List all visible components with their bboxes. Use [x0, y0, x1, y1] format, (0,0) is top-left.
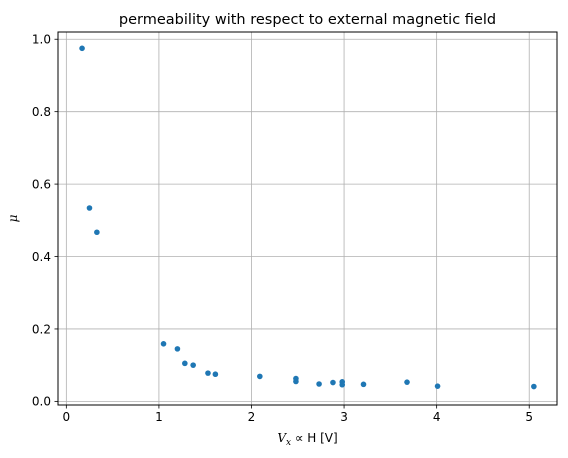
x-tick-label: 3	[340, 410, 348, 424]
x-axis-ticks: 0 1 2 3 4 5	[63, 405, 533, 424]
data-point	[531, 383, 537, 390]
x-axis-label: Vx ∝ H [V]	[277, 431, 337, 448]
data-point	[174, 346, 181, 352]
data-point	[434, 383, 441, 389]
data-point	[182, 360, 188, 367]
data-point	[205, 370, 211, 376]
y-axis-label: μ	[6, 214, 20, 222]
data-point	[316, 381, 322, 387]
data-point	[94, 229, 100, 236]
x-tick-label: 1	[155, 410, 163, 424]
x-tick-label: 0	[63, 410, 71, 424]
y-tick-label: 1.0	[32, 33, 51, 47]
y-tick-label: 0.6	[32, 177, 51, 191]
data-point	[257, 373, 263, 380]
x-tick-label: 4	[433, 410, 441, 424]
data-point	[190, 362, 196, 368]
y-axis-ticks: 0.0 0.2 0.4 0.6 0.8 1.0	[32, 33, 58, 409]
y-tick-label: 0.8	[32, 105, 51, 119]
data-point	[404, 379, 410, 385]
data-point	[86, 205, 93, 211]
x-axis-label-sub: x	[286, 438, 291, 448]
data-point	[160, 340, 167, 347]
y-tick-label: 0.0	[32, 395, 51, 409]
grid	[58, 32, 557, 405]
data-points	[79, 45, 537, 390]
x-axis-label-var: V	[277, 431, 287, 445]
data-point	[330, 379, 336, 386]
data-point	[293, 378, 299, 385]
plot-frame	[57, 31, 558, 406]
data-point	[339, 381, 346, 388]
y-tick-label: 0.2	[32, 322, 51, 336]
data-point	[212, 371, 219, 378]
data-point	[79, 45, 85, 52]
y-tick-label: 0.4	[32, 250, 51, 264]
x-axis-label-rest: ∝ H [V]	[291, 431, 338, 445]
chart-title: permeability with respect to external ma…	[119, 12, 496, 28]
x-tick-label: 2	[248, 410, 256, 424]
data-point	[360, 381, 367, 388]
x-tick-label: 5	[525, 410, 533, 424]
